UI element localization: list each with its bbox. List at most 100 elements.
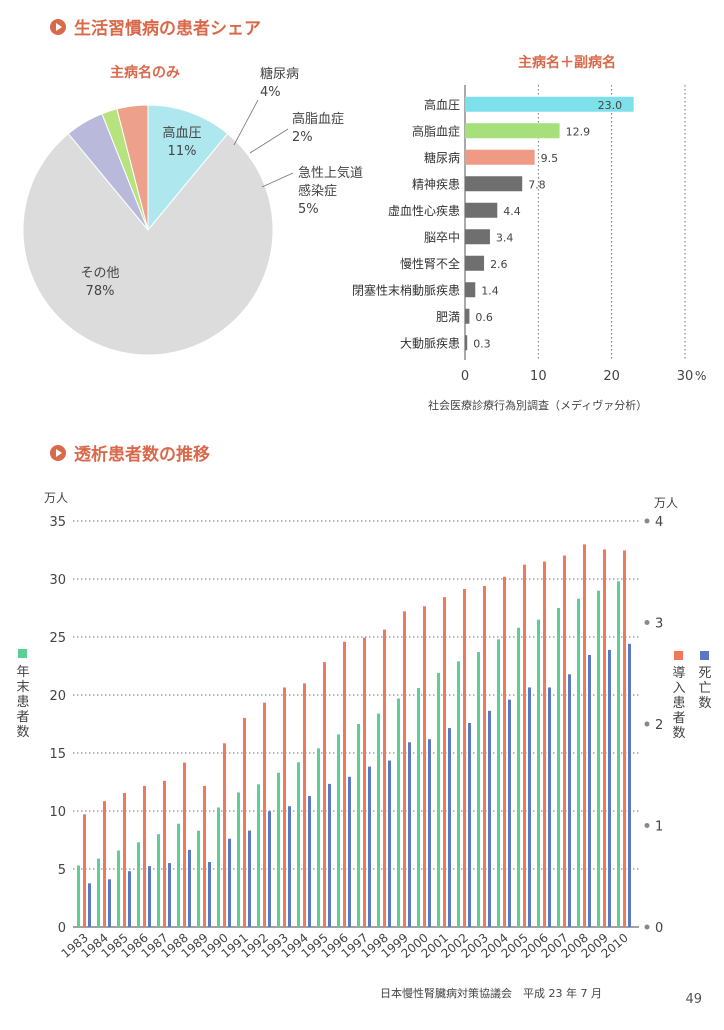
dialysis-bar-年末患者数: [217, 807, 220, 927]
dialysis-bar-導入患者数: [283, 687, 286, 927]
dialysis-bar-導入患者数: [143, 785, 146, 927]
dialysis-bar-年末患者数: [77, 865, 80, 927]
legend-swatch-patients: [18, 649, 27, 658]
dialysis-bar-死亡数: [288, 806, 291, 927]
hbar-bar: [465, 282, 476, 298]
dialysis-bar-導入患者数: [163, 780, 166, 927]
hbar-category-label: 精神疾患: [412, 176, 460, 191]
pie-leader-line: [233, 99, 259, 146]
pie-slice: [22, 132, 274, 356]
pie-leader-line: [261, 172, 294, 188]
dialysis-bar-死亡数: [388, 760, 391, 927]
right-tick-dot: [644, 518, 650, 524]
right-y-tick: 1: [655, 820, 663, 835]
pie-slice-value: 5%: [298, 202, 319, 217]
left-y-tick: 10: [49, 805, 66, 820]
dialysis-bar-年末患者数: [97, 858, 100, 927]
left-y-tick: 5: [58, 863, 66, 878]
right-y-tick: 4: [655, 515, 663, 530]
hbar-x-tick: 30: [677, 369, 694, 384]
dialysis-bar-導入患者数: [443, 597, 446, 927]
right-y-tick: 3: [655, 617, 663, 632]
hbar-bar: [465, 255, 485, 271]
dialysis-bar-年末患者数: [277, 772, 280, 927]
dialysis-bar-導入患者数: [503, 576, 506, 927]
dialysis-bar-年末患者数: [177, 823, 180, 927]
dialysis-bar-導入患者数: [483, 585, 486, 927]
dialysis-bar-死亡数: [168, 863, 171, 927]
dialysis-bar-死亡数: [268, 811, 271, 927]
section-title-dialysis-trend: 透析患者数の推移: [50, 440, 210, 465]
dialysis-bar-導入患者数: [103, 801, 106, 927]
hbar-value-label: 0.3: [473, 337, 491, 350]
dialysis-bar-死亡数: [428, 739, 431, 927]
dialysis-bar-導入患者数: [243, 717, 246, 927]
dialysis-bar-導入患者数: [563, 555, 566, 927]
pie-slice-label: 糖尿病: [260, 66, 299, 82]
left-y-tick: 25: [49, 631, 66, 646]
hbar-category-label: 閉塞性末梢動脈疾患: [352, 282, 460, 297]
hbar-chart: 0 10 20 30 % 高血圧 23.0 高脂血症 12.9 糖尿病 9.5 精神疾患 7.8 虚血性心…: [352, 85, 706, 384]
hbar-value-label: 0.6: [475, 311, 493, 324]
dialysis-bar-導入患者数: [543, 561, 546, 927]
dialysis-source: 日本慢性腎臓病対策協議会 平成 23 年 7 月: [380, 987, 602, 1000]
hbar-bar: [465, 149, 535, 165]
section-title-text: 生活習慣病の患者シェア: [74, 19, 261, 39]
hbar-source: 社会医療診療行為別調査（メディヴァ分析）: [428, 399, 648, 412]
dialysis-bar-年末患者数: [577, 598, 580, 927]
dialysis-bar-死亡数: [188, 849, 191, 927]
hbar-bar: [465, 123, 560, 139]
hbar-category-label: 肥満: [436, 310, 460, 324]
hbar-category-label: 脳卒中: [424, 229, 460, 244]
dialysis-bar-死亡数: [348, 776, 351, 927]
right-tick-dot: [644, 721, 650, 727]
dialysis-bar-導入患者数: [583, 544, 586, 927]
legend-swatch-new: [674, 651, 683, 660]
dialysis-bar-年末患者数: [537, 619, 540, 927]
hbar-bar: [465, 335, 468, 351]
hbar-category-label: 大動脈疾患: [400, 335, 460, 350]
play-arrow-icon: [50, 18, 66, 35]
left-y-tick: 20: [49, 689, 66, 704]
dialysis-bar-年末患者数: [377, 713, 380, 927]
hbar-value-label: 4.4: [503, 205, 521, 218]
dialysis-bar-死亡数: [88, 883, 91, 927]
hbar-bar: [465, 96, 634, 112]
dialysis-bar-年末患者数: [477, 652, 480, 927]
dialysis-bar-死亡数: [408, 742, 411, 927]
dialysis-bar-導入患者数: [223, 743, 226, 927]
hbar-category-label: 虚血性心疾患: [388, 203, 460, 218]
dialysis-bar-年末患者数: [237, 792, 240, 927]
dialysis-bar-年末患者数: [497, 639, 500, 927]
dialysis-bar-死亡数: [448, 728, 451, 927]
legend-swatch-deaths: [700, 651, 709, 660]
pie-slice-label: その他: [80, 266, 119, 281]
legend-label-deaths: 死亡数: [698, 666, 711, 711]
hbar-value-label: 9.5: [541, 152, 559, 165]
dialysis-bar-導入患者数: [203, 785, 206, 927]
dialysis-bar-導入患者数: [623, 550, 626, 927]
dialysis-chart: 万人 万人051015202530350123419831984198519861…: [16, 491, 711, 961]
left-y-tick: 15: [49, 747, 66, 762]
dialysis-bar-年末患者数: [157, 834, 160, 927]
dialysis-bar-死亡数: [248, 830, 251, 927]
dialysis-bar-年末患者数: [297, 762, 300, 927]
pie-slice-value: 2%: [292, 130, 313, 145]
hbar-value-label: 1.4: [481, 284, 499, 297]
left-axis-unit: 万人: [44, 491, 68, 505]
pie-slice-label: 感染症: [298, 183, 337, 199]
hbar-chart-title: 主病名＋副病名: [518, 55, 616, 71]
right-tick-dot: [644, 620, 650, 625]
dialysis-bar-死亡数: [628, 643, 631, 927]
pie-slice-value: 11%: [168, 144, 197, 159]
dialysis-bar-年末患者数: [557, 608, 560, 927]
dialysis-bar-死亡数: [308, 796, 311, 927]
dialysis-bar-死亡数: [228, 838, 231, 927]
dialysis-bar-年末患者数: [357, 724, 360, 927]
dialysis-bar-死亡数: [508, 699, 511, 927]
right-axis-unit: 万人: [654, 496, 678, 510]
dialysis-bar-死亡数: [488, 710, 491, 927]
hbar-value-label: 7.8: [528, 178, 546, 191]
dialysis-bar-死亡数: [368, 766, 371, 927]
